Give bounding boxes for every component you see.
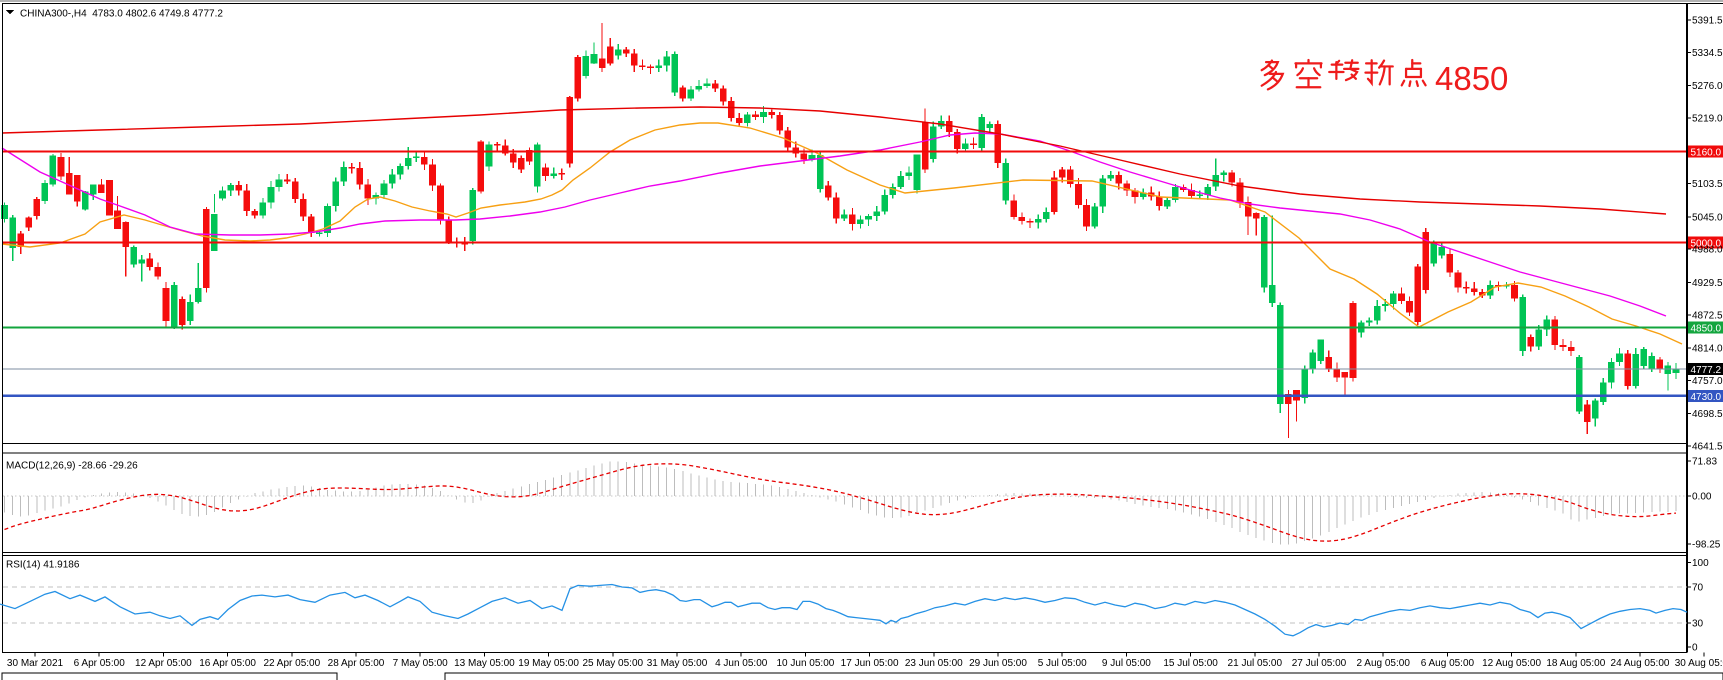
svg-text:4757.0: 4757.0: [1692, 376, 1723, 387]
svg-text:15 Jul 05:00: 15 Jul 05:00: [1163, 658, 1218, 669]
svg-text:31 May 05:00: 31 May 05:00: [647, 658, 708, 669]
svg-text:30: 30: [1692, 619, 1704, 630]
svg-text:30 Mar 2021: 30 Mar 2021: [7, 658, 64, 669]
svg-text:4929.5: 4929.5: [1692, 278, 1723, 289]
svg-text:5391.5: 5391.5: [1692, 16, 1723, 27]
svg-text:CHINA300-,H4 4783.0 4802.6 47: CHINA300-,H4 4783.0 4802.6 4749.8 4777.2: [20, 9, 223, 20]
svg-text:4730.0: 4730.0: [1691, 392, 1722, 403]
svg-text:13 May 05:00: 13 May 05:00: [454, 658, 515, 669]
svg-text:4777.2: 4777.2: [1691, 365, 1722, 376]
svg-text:10 Jun 05:00: 10 Jun 05:00: [776, 658, 834, 669]
svg-text:4698.5: 4698.5: [1692, 409, 1723, 420]
svg-text:22 Apr 05:00: 22 Apr 05:00: [263, 658, 320, 669]
svg-text:16 Apr 05:00: 16 Apr 05:00: [199, 658, 256, 669]
svg-text:4814.0: 4814.0: [1692, 344, 1723, 355]
svg-text:12 Apr 05:00: 12 Apr 05:00: [135, 658, 192, 669]
svg-text:100: 100: [1692, 558, 1709, 569]
svg-text:12 Aug 05:00: 12 Aug 05:00: [1482, 658, 1541, 669]
svg-text:4 Jun 05:00: 4 Jun 05:00: [715, 658, 768, 669]
svg-text:5276.0: 5276.0: [1692, 81, 1723, 92]
svg-text:24 Aug 05:00: 24 Aug 05:00: [1611, 658, 1670, 669]
svg-text:4872.5: 4872.5: [1692, 310, 1723, 321]
svg-text:17 Jun 05:00: 17 Jun 05:00: [841, 658, 899, 669]
svg-text:RSI(14) 41.9186: RSI(14) 41.9186: [6, 560, 80, 571]
svg-text:4850: 4850: [1435, 60, 1508, 97]
svg-text:19 May 05:00: 19 May 05:00: [518, 658, 579, 669]
svg-text:5219.0: 5219.0: [1692, 114, 1723, 125]
svg-text:5000.0: 5000.0: [1691, 238, 1722, 249]
svg-text:30 Aug 05:00: 30 Aug 05:00: [1675, 658, 1723, 669]
svg-text:-98.25: -98.25: [1692, 540, 1721, 551]
svg-text:0: 0: [1692, 643, 1698, 654]
svg-text:25 May 05:00: 25 May 05:00: [582, 658, 643, 669]
svg-text:6 Apr 05:00: 6 Apr 05:00: [74, 658, 126, 669]
svg-text:MACD(12,26,9) -28.66 -29.26: MACD(12,26,9) -28.66 -29.26: [6, 461, 138, 472]
svg-text:23 Jun 05:00: 23 Jun 05:00: [905, 658, 963, 669]
svg-text:28 Apr 05:00: 28 Apr 05:00: [328, 658, 385, 669]
svg-text:5045.0: 5045.0: [1692, 212, 1723, 223]
svg-text:21 Jul 05:00: 21 Jul 05:00: [1228, 658, 1283, 669]
svg-text:70: 70: [1692, 583, 1704, 594]
svg-text:7 May 05:00: 7 May 05:00: [393, 658, 448, 669]
svg-text:9 Jul 05:00: 9 Jul 05:00: [1102, 658, 1151, 669]
svg-text:27 Jul 05:00: 27 Jul 05:00: [1292, 658, 1347, 669]
svg-text:71.83: 71.83: [1692, 456, 1717, 467]
svg-text:0.00: 0.00: [1692, 492, 1712, 503]
svg-text:5334.5: 5334.5: [1692, 48, 1723, 59]
svg-text:5 Jul 05:00: 5 Jul 05:00: [1038, 658, 1087, 669]
svg-text:4641.5: 4641.5: [1692, 442, 1723, 453]
svg-text:5103.5: 5103.5: [1692, 179, 1723, 190]
svg-text:5160.0: 5160.0: [1691, 148, 1722, 159]
svg-text:18 Aug 05:00: 18 Aug 05:00: [1546, 658, 1605, 669]
svg-text:2 Aug 05:00: 2 Aug 05:00: [1357, 658, 1411, 669]
svg-text:6 Aug 05:00: 6 Aug 05:00: [1421, 658, 1475, 669]
svg-text:4988.0: 4988.0: [1692, 245, 1723, 256]
svg-text:4850.0: 4850.0: [1691, 324, 1722, 335]
svg-text:29 Jun 05:00: 29 Jun 05:00: [969, 658, 1027, 669]
